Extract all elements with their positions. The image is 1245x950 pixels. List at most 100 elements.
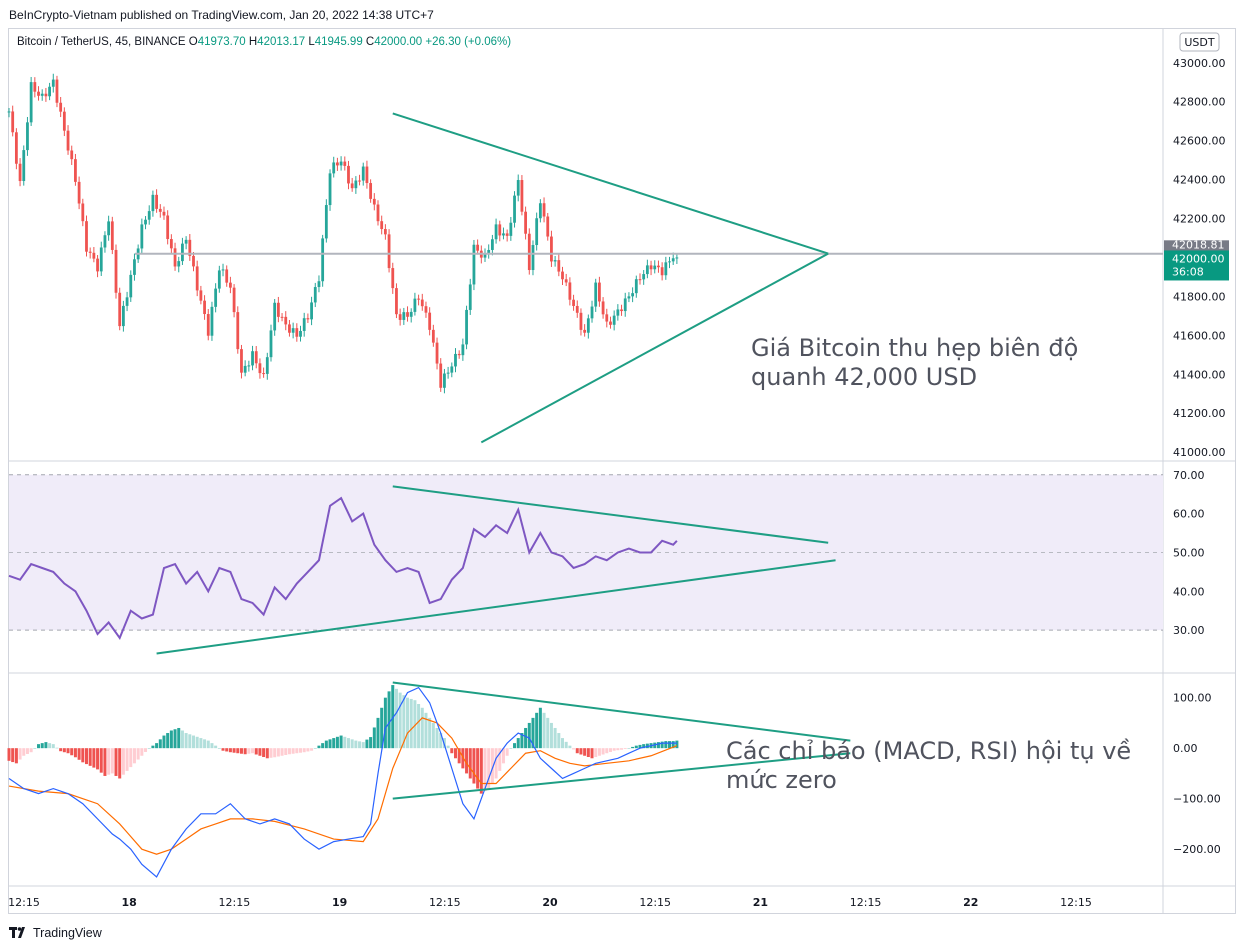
candle-body xyxy=(181,243,184,262)
candle-body xyxy=(391,268,395,289)
macd-histogram-bar xyxy=(350,739,354,749)
macd-histogram-bar xyxy=(147,748,151,749)
candle-body xyxy=(561,271,564,280)
candle-body xyxy=(347,165,350,184)
candle-body xyxy=(140,224,144,249)
macd-histogram-bar xyxy=(251,748,255,754)
candle-body xyxy=(11,111,15,133)
macd-histogram-bar xyxy=(177,727,181,749)
candle-body xyxy=(232,287,236,313)
macd-histogram-bar xyxy=(180,730,184,749)
symbol-name[interactable]: Bitcoin / TetherUS, 45, BINANCE xyxy=(17,36,186,48)
candle-body xyxy=(280,316,284,318)
candle-body xyxy=(564,279,568,283)
macd-histogram-bar xyxy=(114,748,118,776)
candle-body xyxy=(251,351,254,366)
macd-histogram-bar xyxy=(214,745,218,749)
macd-histogram-bar xyxy=(310,748,314,751)
macd-histogram-bar xyxy=(195,736,199,749)
rsi-upper-trendline[interactable] xyxy=(392,485,829,544)
macd-histogram-bar xyxy=(306,748,310,752)
candle-body xyxy=(454,353,457,367)
price-triangle-lower-trendline[interactable] xyxy=(480,252,829,444)
candle-body xyxy=(653,265,657,270)
macd-histogram-bar xyxy=(155,743,159,749)
time-axis-label: 19 xyxy=(332,896,347,909)
candle-body xyxy=(527,233,531,271)
rsi-lower-trendline[interactable] xyxy=(156,559,836,655)
candle-body xyxy=(668,261,671,263)
candle-body xyxy=(328,173,332,206)
macd-histogram-bar xyxy=(358,741,362,749)
macd-histogram-bar xyxy=(103,748,107,776)
candle-body xyxy=(339,161,343,166)
macd-histogram-bar xyxy=(81,748,85,763)
price-axis-label: 42200.00 xyxy=(1173,213,1226,226)
macd-histogram-bar xyxy=(51,744,55,749)
macd-histogram-bar xyxy=(579,748,583,755)
macd-histogram-bar xyxy=(465,748,469,774)
candle-body xyxy=(51,79,55,87)
macd-histogram-bar xyxy=(424,712,428,749)
candle-body xyxy=(317,281,321,288)
macd-histogram-bar xyxy=(590,748,594,759)
candle-body xyxy=(133,259,136,275)
candle-body xyxy=(513,195,516,223)
macd-histogram-bar xyxy=(376,717,380,749)
macd-histogram-bar xyxy=(265,748,269,759)
indicator-annotation: Các chỉ báo (MACD, RSI) hội tụ về mức ze… xyxy=(726,737,1131,795)
candle-body xyxy=(369,183,373,199)
candle-body xyxy=(586,318,590,333)
candle-body xyxy=(125,297,129,306)
macd-axis-label: −200.00 xyxy=(1173,843,1221,856)
macd-histogram-bar xyxy=(287,748,291,755)
macd-lower-trendline[interactable] xyxy=(392,752,851,800)
macd-histogram-bar xyxy=(557,733,561,749)
candle-body xyxy=(26,122,29,151)
candle-body xyxy=(299,330,302,337)
candle-body xyxy=(284,316,288,325)
macd-histogram-bar xyxy=(398,692,402,749)
candle-body xyxy=(583,329,587,333)
candle-body xyxy=(509,222,513,236)
candle-body xyxy=(247,365,251,367)
price-triangle-upper-trendline[interactable] xyxy=(392,112,829,255)
macd-histogram-bar xyxy=(203,739,207,749)
macd-axis-label: 0.00 xyxy=(1173,742,1198,755)
macd-histogram-bar xyxy=(269,748,273,758)
macd-histogram-bar xyxy=(549,722,553,749)
candle-body xyxy=(33,82,37,92)
macd-histogram-bar xyxy=(612,748,616,751)
candle-body xyxy=(77,181,81,204)
macd-upper-trendline[interactable] xyxy=(392,681,851,742)
candle-body xyxy=(424,306,428,313)
candle-body xyxy=(553,260,557,262)
macd-histogram-bar xyxy=(48,743,52,749)
macd-histogram-bar xyxy=(380,707,384,749)
candle-body xyxy=(192,255,195,267)
candle-body xyxy=(657,265,660,268)
time-axis-label: 12:15 xyxy=(429,896,461,909)
macd-histogram-bar xyxy=(487,748,491,789)
macd-histogram-bar xyxy=(365,739,369,749)
macd-histogram-bar xyxy=(505,748,509,756)
candle-body xyxy=(295,328,299,337)
candle-body xyxy=(14,132,18,164)
macd-histogram-bar xyxy=(7,748,11,761)
candle-body xyxy=(107,221,111,236)
candle-body xyxy=(217,270,221,289)
candle-body xyxy=(616,309,620,316)
rsi-axis-label: 30.00 xyxy=(1173,624,1205,637)
candle-body xyxy=(22,150,26,182)
price-axis-label: 41600.00 xyxy=(1173,329,1226,342)
currency-badge-box[interactable] xyxy=(1179,32,1220,52)
candle-body xyxy=(609,321,612,325)
macd-histogram-bar xyxy=(107,748,111,775)
time-axis-label: 12:15 xyxy=(639,896,671,909)
macd-histogram-bar xyxy=(73,748,77,758)
currency-badge[interactable]: USDT xyxy=(1184,36,1215,49)
macd-histogram-bar xyxy=(55,747,59,749)
macd-axis-label: 100.00 xyxy=(1173,692,1212,705)
time-axis-label: 20 xyxy=(542,896,558,909)
